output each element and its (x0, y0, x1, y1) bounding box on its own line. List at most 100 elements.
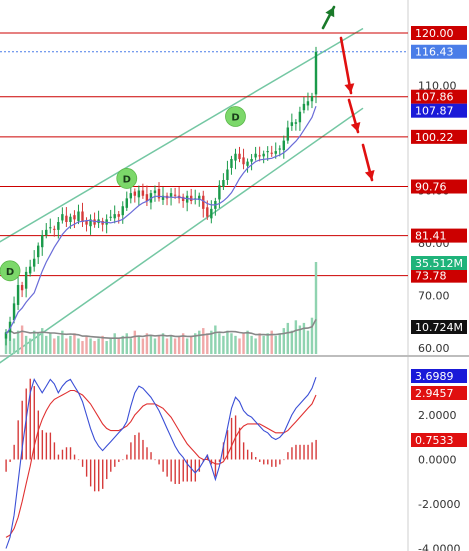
macd-histogram-bar (311, 442, 313, 460)
macd-histogram-bar (299, 444, 301, 460)
candle-body (145, 194, 149, 201)
candle-body (129, 193, 133, 199)
volume-bar (85, 335, 88, 354)
volume-bar (222, 335, 225, 354)
volume-bar (314, 262, 318, 354)
price-tick-label: 60.00 (418, 342, 450, 355)
macd-histogram-bar (21, 400, 23, 460)
macd-histogram-bar (134, 435, 136, 460)
candle-body (20, 285, 24, 291)
candle-body (278, 148, 281, 150)
volume-bar (69, 335, 72, 354)
macd-histogram-bar (102, 459, 104, 489)
channel-lower-line (0, 107, 364, 364)
volume-bar (12, 338, 16, 354)
macd-histogram-bar (77, 459, 80, 461)
candle-body (41, 235, 44, 248)
macd-histogram-bar (178, 459, 180, 484)
volume-bar (189, 335, 193, 354)
volume-bar (153, 338, 157, 354)
volume-bar (282, 328, 285, 354)
macd-histogram-bar (81, 459, 84, 467)
macd-histogram-bar (142, 439, 144, 460)
level-badge-text: 90.76 (415, 181, 447, 194)
candle-body (314, 51, 318, 95)
volume-bar (97, 338, 100, 354)
level-badge-text: 120.00 (415, 27, 454, 40)
macd-histogram-bar (154, 459, 156, 461)
macd-histogram-bar (69, 447, 72, 460)
volume-bar (113, 333, 116, 354)
volume-bar (41, 328, 44, 354)
candle-body (262, 153, 265, 157)
candle-body (125, 198, 128, 208)
candle-body (250, 159, 253, 162)
horizontal-levels (0, 32, 408, 277)
candle-body (306, 101, 310, 106)
macd-histogram-bar (198, 459, 201, 472)
candle-body (298, 111, 302, 123)
macd-histogram-bar (242, 442, 245, 460)
macd-histogram-bar (37, 410, 40, 460)
volume-bar (37, 333, 40, 354)
volume-bar (194, 333, 197, 354)
volume-bar (157, 335, 161, 354)
candle-body (141, 190, 145, 196)
candle-body (77, 211, 80, 221)
ma-value-badge-bg (411, 103, 467, 118)
macd-histogram-bar (303, 444, 305, 460)
candle-body (198, 195, 201, 200)
moving-average-line (5, 105, 317, 335)
volume-bar (77, 338, 80, 354)
macd-histogram-bar (57, 454, 60, 460)
macd-histogram-bar (150, 452, 152, 460)
volume-bar (230, 333, 233, 354)
macd-histogram-bar (122, 459, 124, 461)
macd-histogram-bar (255, 457, 257, 460)
volume-bar (20, 325, 24, 354)
red-down-arrow-3-head (364, 170, 375, 180)
candle-body (57, 222, 60, 230)
signal-value-badge-bg (411, 386, 467, 400)
level-badge-bg (411, 26, 467, 40)
candle-body (117, 214, 120, 217)
volume-bar (266, 333, 269, 354)
candle-body (81, 211, 84, 222)
volume-bar (93, 341, 96, 354)
macd-histogram-bar (295, 444, 297, 460)
volume-bar (24, 335, 28, 354)
macd-histogram-bar (106, 459, 108, 480)
level-badge-bg (411, 129, 467, 144)
macd-main-line (5, 377, 317, 549)
macd-histogram-bar (315, 439, 317, 460)
macd-histogram-bar (250, 452, 253, 460)
level-badge-text: 81.41 (415, 230, 447, 243)
macd-histogram-bar (291, 447, 293, 460)
volume-bar (177, 335, 181, 354)
macd-histogram-bar (130, 442, 132, 460)
macd-histogram-bar (271, 459, 273, 467)
volume-bar (306, 330, 310, 354)
d-marker-label: D (231, 112, 239, 123)
macd-histogram-bar (263, 459, 265, 465)
green-up-arrow-head (325, 7, 335, 18)
candle-body (210, 208, 213, 219)
candle-body (173, 194, 177, 196)
candle-body (137, 190, 141, 198)
volume-bar (278, 333, 281, 354)
macd-histogram-bar (118, 459, 120, 462)
volume-bar (274, 335, 277, 354)
candle-body (133, 191, 137, 196)
macd-histogram-bar (25, 388, 27, 460)
volume-bar (185, 338, 189, 354)
level-badge-text: 100.22 (415, 131, 454, 144)
volume-bar (133, 330, 137, 354)
candle-body (109, 216, 112, 218)
volume-bar (250, 335, 253, 354)
volume-bar (294, 320, 298, 354)
volume-bar (65, 338, 68, 354)
macd-tick-label: 0.0000 (418, 454, 457, 467)
volume-bar (129, 338, 133, 354)
ma-path (5, 105, 317, 335)
